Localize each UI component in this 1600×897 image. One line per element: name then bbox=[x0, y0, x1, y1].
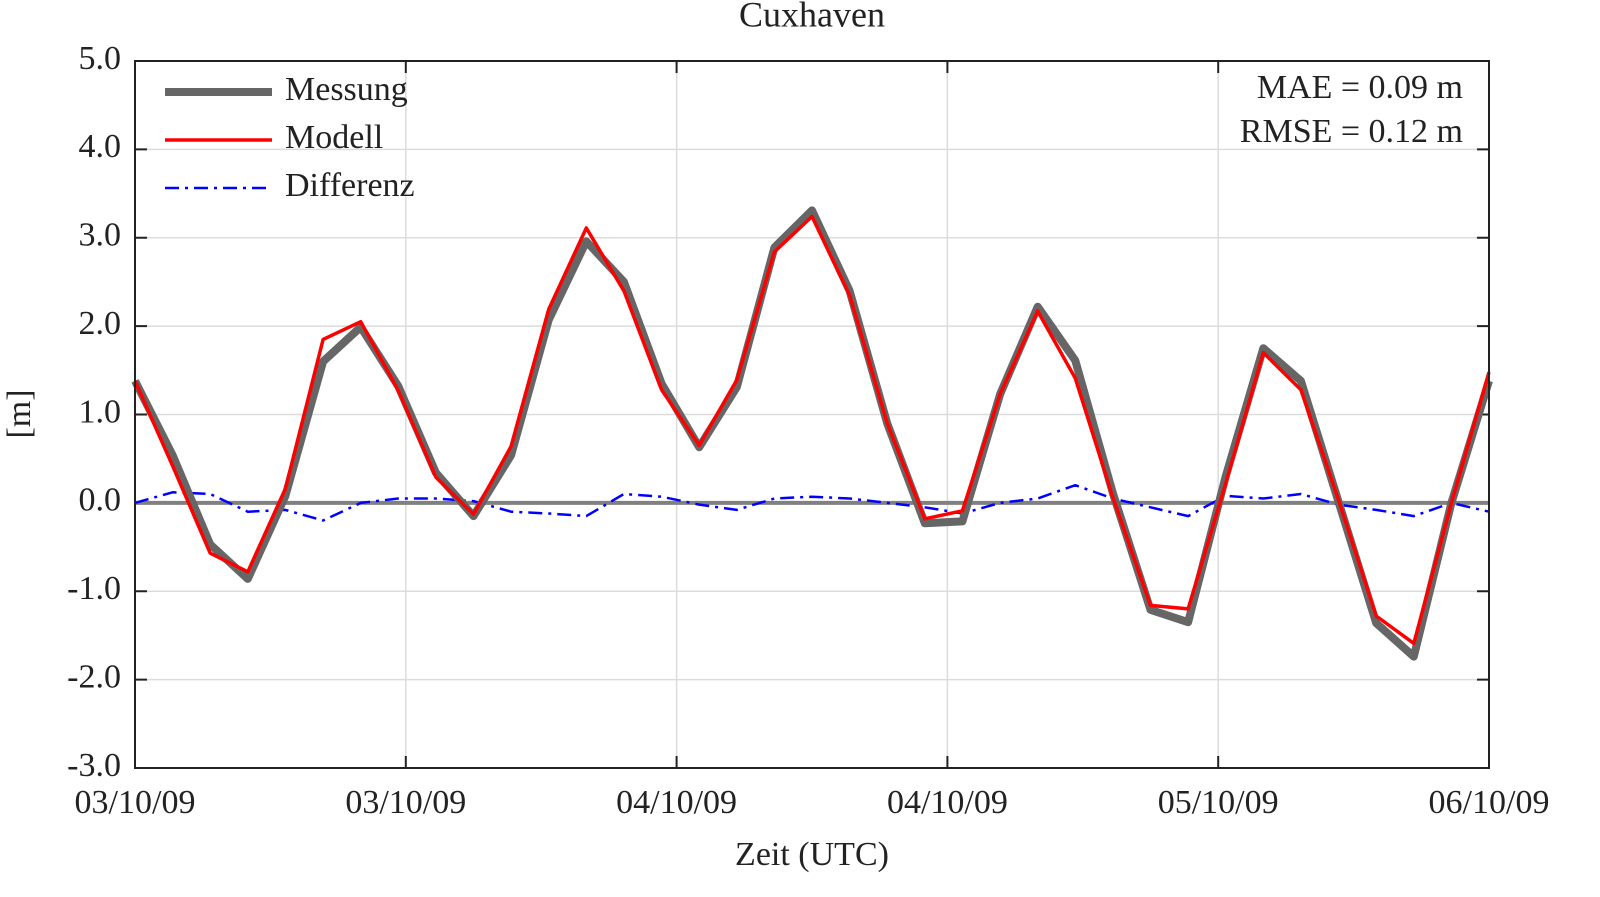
y-tick-label: -2.0 bbox=[67, 658, 121, 695]
annotation: RMSE = 0.12 m bbox=[1240, 113, 1463, 150]
x-tick-label: 03/10/09 bbox=[345, 784, 466, 821]
legend-label: Messung bbox=[285, 71, 408, 108]
legend-label: Modell bbox=[285, 119, 383, 156]
y-tick-label: -1.0 bbox=[67, 570, 121, 607]
x-tick-label: 05/10/09 bbox=[1158, 784, 1279, 821]
series-line bbox=[133, 214, 1491, 646]
y-tick-label: 5.0 bbox=[79, 40, 122, 77]
series-line bbox=[131, 206, 1493, 661]
y-axis-label: [m] bbox=[1, 389, 38, 438]
annotation: MAE = 0.09 m bbox=[1257, 69, 1463, 106]
y-tick-label: 0.0 bbox=[79, 482, 122, 519]
x-tick-label: 04/10/09 bbox=[887, 784, 1008, 821]
x-tick-label: 04/10/09 bbox=[616, 784, 737, 821]
y-tick-label: 1.0 bbox=[79, 393, 122, 430]
x-tick-label: 06/10/09 bbox=[1429, 784, 1550, 821]
series-line bbox=[134, 483, 1490, 522]
x-axis-label: Zeit (UTC) bbox=[735, 836, 889, 873]
y-tick-label: 4.0 bbox=[79, 128, 122, 165]
legend-label: Differenz bbox=[285, 167, 415, 204]
chart-title: Cuxhaven bbox=[739, 0, 885, 34]
x-tick-label: 03/10/09 bbox=[75, 784, 196, 821]
y-tick-label: -3.0 bbox=[67, 747, 121, 784]
y-tick-label: 3.0 bbox=[79, 217, 122, 254]
y-tick-label: 2.0 bbox=[79, 305, 122, 342]
plot-frame bbox=[134, 60, 1490, 769]
